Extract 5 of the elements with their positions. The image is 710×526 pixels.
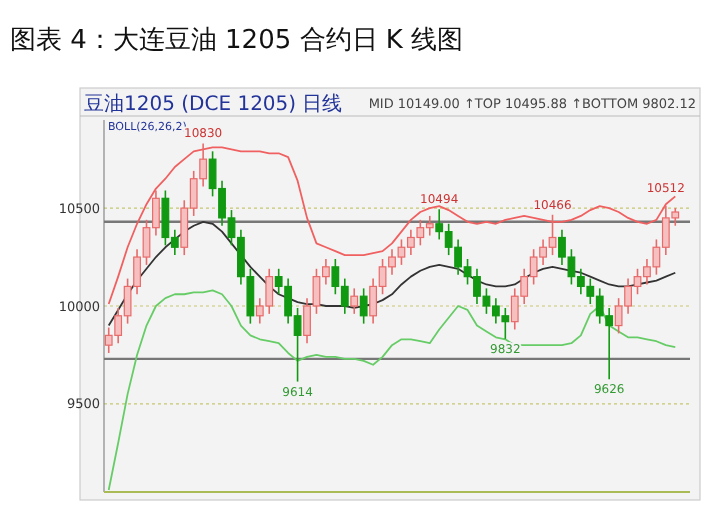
candlestick <box>350 287 359 315</box>
line-series <box>107 289 677 491</box>
chart-subtitle: 豆油1205 (DCE 1205) 日线 <box>84 92 343 116</box>
candlestick <box>359 287 368 325</box>
chart-title: 图表 4：大连豆油 1205 合约日 K 线图 <box>10 26 464 56</box>
